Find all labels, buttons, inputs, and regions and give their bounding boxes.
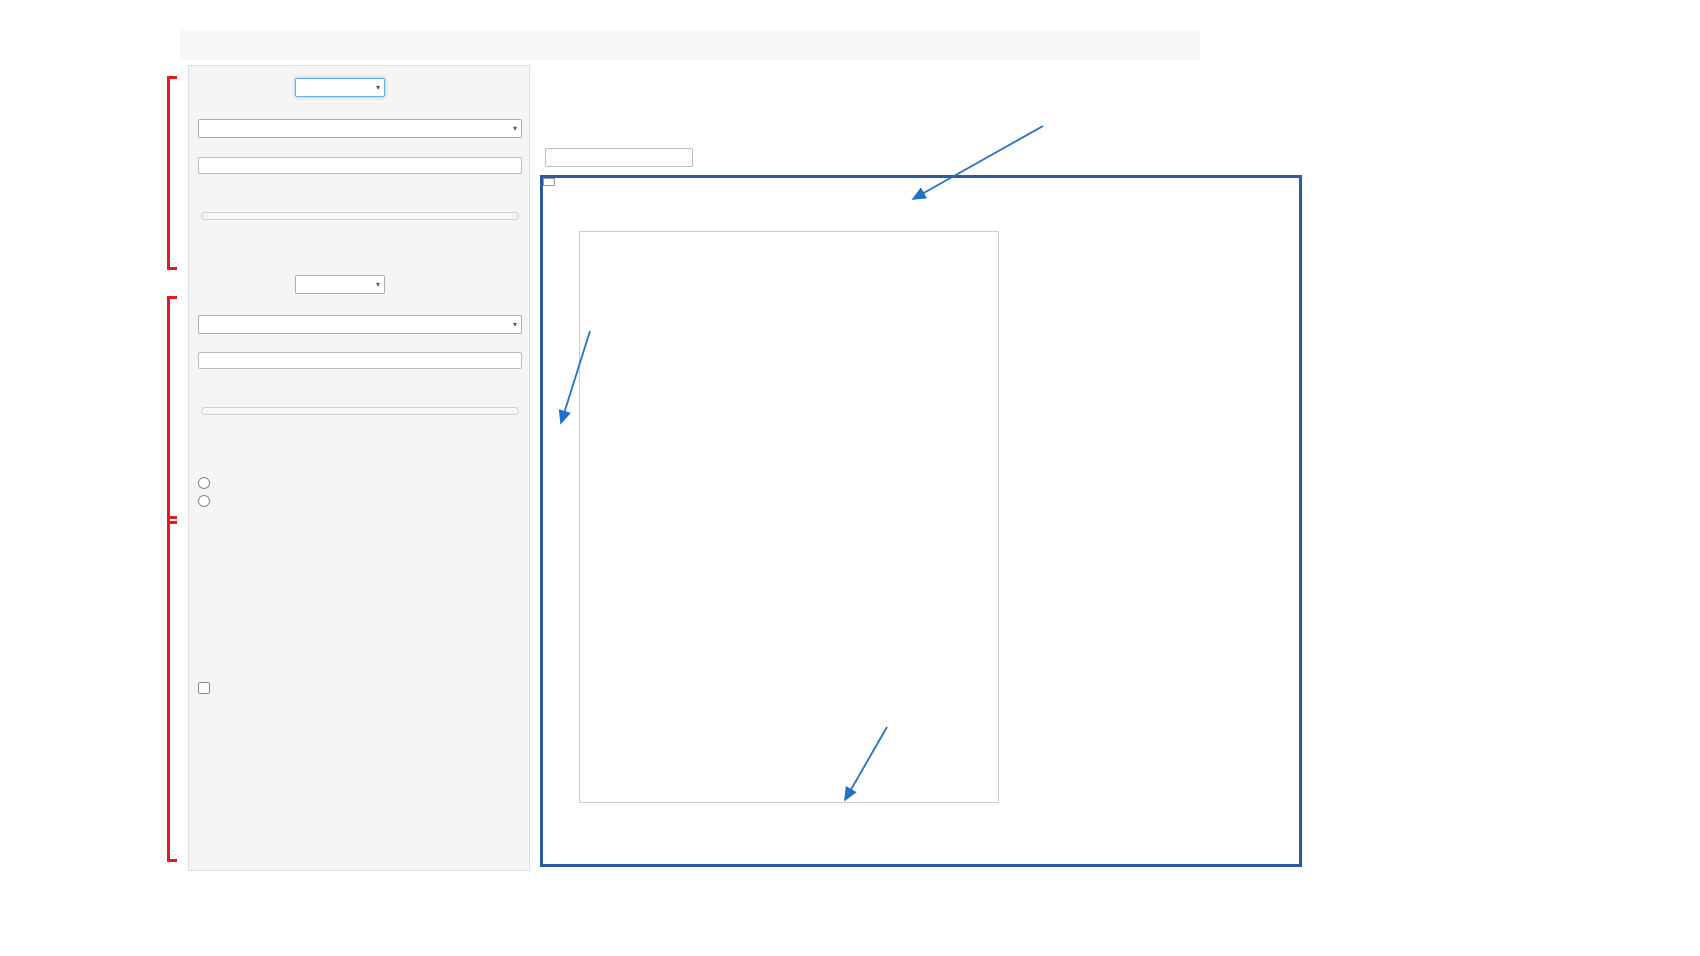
chevron-down-icon: ▾ xyxy=(512,320,517,329)
y-axis-label xyxy=(544,231,559,803)
y-range-track[interactable] xyxy=(201,407,519,415)
plot-panel xyxy=(540,175,1302,867)
bracket-step3 xyxy=(167,516,177,862)
y-data-type-select[interactable]: ▾ xyxy=(198,315,522,334)
chevron-down-icon: ▾ xyxy=(375,280,380,289)
annotation-step2 xyxy=(125,325,155,495)
x-range-slider[interactable] xyxy=(201,201,519,236)
annotation-step1 xyxy=(125,88,155,258)
radio-include[interactable] xyxy=(198,477,215,489)
y-range-slider[interactable] xyxy=(201,396,519,431)
x-cell-line-set-select[interactable]: ▾ xyxy=(295,78,385,97)
y-range-values xyxy=(201,396,519,407)
top-navigation xyxy=(180,30,1200,60)
bracket-step2 xyxy=(167,296,177,524)
plot-region[interactable] xyxy=(579,231,999,803)
radio-exclude[interactable] xyxy=(198,495,215,507)
bracket-step1 xyxy=(167,76,177,270)
control-sidebar: ▾ ▾ ▾ ▾ xyxy=(188,65,530,871)
y-identifier-input[interactable] xyxy=(198,352,522,369)
y-cell-line-set-select[interactable]: ▾ xyxy=(295,275,385,294)
radio-exclude-button[interactable] xyxy=(198,495,210,507)
chevron-down-icon: ▾ xyxy=(375,83,380,92)
radio-include-button[interactable] xyxy=(198,477,210,489)
point-tooltip xyxy=(543,178,555,186)
x-range-ticks xyxy=(201,220,519,236)
annotation-step3 xyxy=(125,635,155,815)
x-range-track[interactable] xyxy=(201,212,519,220)
chevron-down-icon: ▾ xyxy=(512,124,517,133)
x-range-values xyxy=(201,201,519,212)
show-color-checkbox[interactable] xyxy=(198,682,210,694)
x-identifier-input[interactable] xyxy=(198,157,522,174)
highlight-input[interactable] xyxy=(545,148,693,167)
y-range-ticks xyxy=(201,415,519,431)
show-color-row[interactable] xyxy=(198,682,215,694)
x-data-type-select[interactable]: ▾ xyxy=(198,119,522,138)
